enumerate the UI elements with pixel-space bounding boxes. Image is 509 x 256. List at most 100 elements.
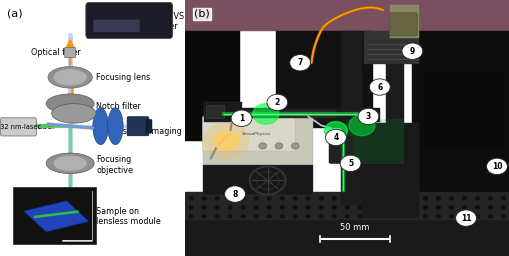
FancyBboxPatch shape bbox=[184, 0, 509, 31]
Circle shape bbox=[325, 129, 346, 146]
Circle shape bbox=[202, 197, 206, 200]
Circle shape bbox=[384, 206, 387, 209]
Circle shape bbox=[358, 215, 361, 218]
Circle shape bbox=[319, 197, 323, 200]
Circle shape bbox=[293, 197, 297, 200]
Text: 10: 10 bbox=[491, 162, 501, 171]
Circle shape bbox=[397, 206, 401, 209]
Circle shape bbox=[267, 197, 271, 200]
Circle shape bbox=[224, 186, 245, 202]
Text: 3: 3 bbox=[365, 112, 371, 121]
Circle shape bbox=[293, 206, 297, 209]
Text: Notch filter: Notch filter bbox=[96, 102, 140, 111]
Text: Sample on
lensless module: Sample on lensless module bbox=[96, 207, 160, 226]
Ellipse shape bbox=[107, 108, 123, 145]
Circle shape bbox=[228, 197, 232, 200]
Circle shape bbox=[348, 115, 374, 136]
Circle shape bbox=[241, 197, 245, 200]
FancyBboxPatch shape bbox=[329, 138, 353, 163]
Ellipse shape bbox=[51, 104, 96, 123]
Circle shape bbox=[384, 197, 387, 200]
Circle shape bbox=[189, 197, 193, 200]
FancyBboxPatch shape bbox=[184, 192, 509, 220]
FancyBboxPatch shape bbox=[340, 31, 361, 205]
Circle shape bbox=[474, 206, 478, 209]
Circle shape bbox=[410, 206, 413, 209]
Circle shape bbox=[241, 215, 245, 218]
Circle shape bbox=[436, 197, 439, 200]
Circle shape bbox=[500, 215, 504, 218]
FancyBboxPatch shape bbox=[202, 116, 313, 166]
FancyBboxPatch shape bbox=[389, 13, 416, 36]
Circle shape bbox=[397, 215, 401, 218]
Circle shape bbox=[371, 206, 375, 209]
FancyBboxPatch shape bbox=[389, 5, 418, 38]
Circle shape bbox=[189, 215, 193, 218]
Circle shape bbox=[189, 206, 193, 209]
FancyBboxPatch shape bbox=[146, 120, 152, 133]
Circle shape bbox=[345, 215, 349, 218]
Circle shape bbox=[488, 215, 492, 218]
Text: 5: 5 bbox=[347, 159, 352, 168]
Text: Focusing lens: Focusing lens bbox=[96, 73, 150, 82]
Text: 50 mm: 50 mm bbox=[339, 223, 369, 232]
Circle shape bbox=[254, 206, 258, 209]
Circle shape bbox=[358, 197, 361, 200]
FancyBboxPatch shape bbox=[361, 123, 418, 218]
Circle shape bbox=[474, 197, 478, 200]
Circle shape bbox=[332, 206, 335, 209]
Circle shape bbox=[462, 215, 466, 218]
Circle shape bbox=[254, 215, 258, 218]
FancyBboxPatch shape bbox=[1, 118, 36, 136]
Circle shape bbox=[410, 215, 413, 218]
Circle shape bbox=[422, 197, 427, 200]
Circle shape bbox=[448, 197, 453, 200]
Circle shape bbox=[422, 215, 427, 218]
Circle shape bbox=[410, 197, 413, 200]
Circle shape bbox=[371, 215, 375, 218]
FancyBboxPatch shape bbox=[202, 116, 295, 151]
Circle shape bbox=[202, 215, 206, 218]
Text: 8: 8 bbox=[232, 189, 237, 199]
Circle shape bbox=[306, 206, 309, 209]
FancyBboxPatch shape bbox=[65, 47, 75, 58]
FancyBboxPatch shape bbox=[184, 220, 509, 256]
Circle shape bbox=[228, 215, 232, 218]
Circle shape bbox=[474, 215, 478, 218]
Circle shape bbox=[401, 43, 422, 59]
Circle shape bbox=[258, 143, 266, 149]
Circle shape bbox=[293, 215, 297, 218]
Circle shape bbox=[345, 206, 349, 209]
Text: (b): (b) bbox=[194, 9, 210, 19]
Circle shape bbox=[267, 215, 271, 218]
Text: 9: 9 bbox=[409, 47, 414, 56]
Ellipse shape bbox=[53, 69, 87, 86]
Circle shape bbox=[319, 206, 323, 209]
Circle shape bbox=[332, 197, 335, 200]
Text: Direct space imaging: Direct space imaging bbox=[96, 127, 181, 136]
Circle shape bbox=[340, 155, 360, 172]
FancyBboxPatch shape bbox=[345, 119, 404, 164]
Circle shape bbox=[289, 55, 310, 71]
Circle shape bbox=[324, 122, 347, 140]
Circle shape bbox=[204, 123, 248, 158]
Circle shape bbox=[267, 206, 271, 209]
Circle shape bbox=[397, 197, 401, 200]
Text: 1: 1 bbox=[239, 114, 244, 123]
Text: Optical fiber: Optical fiber bbox=[32, 48, 81, 57]
Ellipse shape bbox=[46, 94, 94, 113]
Circle shape bbox=[462, 206, 466, 209]
Circle shape bbox=[369, 79, 389, 95]
FancyBboxPatch shape bbox=[86, 3, 172, 38]
Text: SensaPhysics: SensaPhysics bbox=[241, 132, 270, 136]
Circle shape bbox=[266, 94, 287, 111]
Circle shape bbox=[280, 197, 284, 200]
Circle shape bbox=[371, 197, 375, 200]
FancyBboxPatch shape bbox=[412, 31, 509, 205]
Ellipse shape bbox=[53, 156, 87, 171]
Circle shape bbox=[357, 108, 378, 125]
Circle shape bbox=[274, 143, 282, 149]
Circle shape bbox=[231, 110, 251, 126]
FancyBboxPatch shape bbox=[205, 105, 223, 118]
Circle shape bbox=[254, 197, 258, 200]
